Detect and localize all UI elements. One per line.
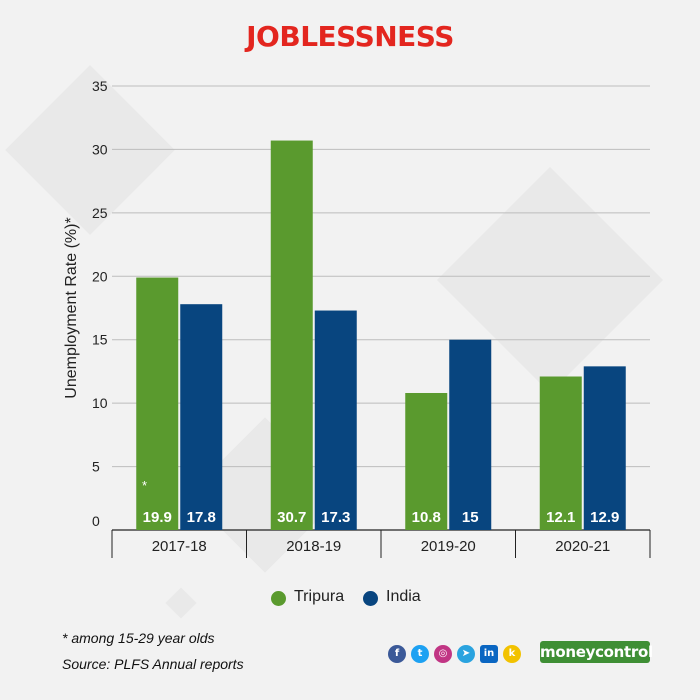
bar-india <box>583 366 626 530</box>
asterisk-mark: * <box>142 478 147 493</box>
bar-tripura <box>270 140 313 530</box>
chart-title: JOBLESSNESS <box>246 20 454 53</box>
data-label: 12.9 <box>590 509 619 526</box>
facebook-icon[interactable]: f <box>388 645 406 663</box>
data-label: 15 <box>462 509 479 526</box>
bar-tripura <box>136 277 179 530</box>
footnote: * among 15-29 year olds <box>62 630 215 646</box>
linkedin-icon[interactable]: in <box>480 645 498 663</box>
y-tick-label: 10 <box>92 395 108 411</box>
bar-india <box>314 310 357 530</box>
bar-tripura <box>539 376 582 530</box>
data-label: 17.8 <box>187 509 216 526</box>
twitter-icon[interactable]: t <box>411 645 429 663</box>
x-tick-label: 2018-19 <box>286 538 341 555</box>
telegram-icon[interactable]: ➤ <box>457 645 475 663</box>
x-tick-label: 2017-18 <box>152 538 207 555</box>
data-label: 30.7 <box>277 509 306 526</box>
data-label: 19.9 <box>143 509 172 526</box>
instagram-icon[interactable]: ◎ <box>434 645 452 663</box>
legend-label-tripura: Tripura <box>294 588 345 605</box>
legend-swatch-tripura <box>271 591 286 606</box>
bar-tripura <box>405 392 448 530</box>
y-tick-label: 5 <box>92 459 100 475</box>
data-label: 17.3 <box>321 509 350 526</box>
legend-label-india: India <box>386 588 421 605</box>
legend: Tripura India <box>0 586 700 610</box>
x-tick-label: 2020-21 <box>555 538 610 555</box>
source-note: Source: PLFS Annual reports <box>62 656 244 672</box>
data-label: 10.8 <box>412 509 441 526</box>
bar-india <box>180 304 223 530</box>
legend-swatch-india <box>363 591 378 606</box>
y-tick-label: 15 <box>92 332 108 348</box>
y-tick-label: 25 <box>92 205 108 221</box>
y-axis-title: Unemployment Rate (%)* <box>63 217 80 398</box>
y-tick-label: 35 <box>92 78 108 94</box>
data-label: 12.1 <box>546 509 575 526</box>
bar-india <box>449 339 492 530</box>
y-tick-label: 20 <box>92 268 108 284</box>
x-tick-label: 2019-20 <box>421 538 476 555</box>
y-tick-label: 30 <box>92 141 108 157</box>
koo-icon[interactable]: k <box>503 645 521 663</box>
y-tick-label: 0 <box>92 513 100 529</box>
brand-logo: moneycontrol <box>540 641 653 663</box>
